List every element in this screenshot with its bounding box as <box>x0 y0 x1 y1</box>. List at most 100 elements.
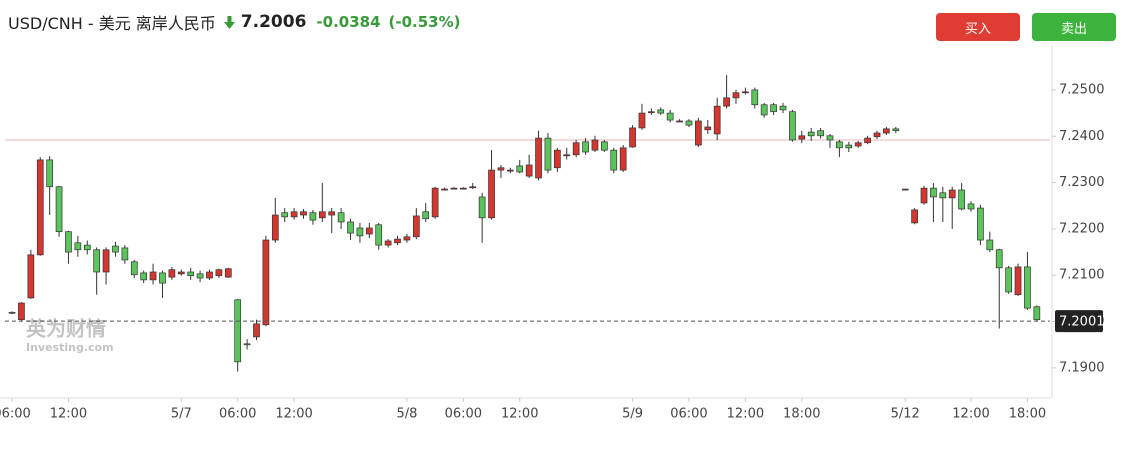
candle-body <box>845 144 853 149</box>
x-tick-label: 12:00 <box>275 407 312 422</box>
candle-body <box>375 224 383 246</box>
x-tick-label: 06:00 <box>670 407 707 422</box>
candle-body <box>93 249 101 273</box>
candle-body <box>74 242 82 251</box>
candle-body <box>403 236 411 241</box>
y-tick-label: 7.2400 <box>1059 129 1105 144</box>
candle-body <box>873 132 881 138</box>
candle-body <box>243 343 251 346</box>
candle-body <box>713 105 721 135</box>
candle-body <box>704 126 712 131</box>
x-tick-label: 5/8 <box>396 407 417 422</box>
candle-body <box>112 245 119 253</box>
candle-body <box>102 249 110 273</box>
price: 7.2006 <box>240 12 307 32</box>
candle-body <box>798 135 806 140</box>
candle-body <box>450 187 458 190</box>
candle-body <box>1005 267 1012 293</box>
candle-body <box>130 261 138 276</box>
candle-body <box>159 272 166 284</box>
title: USD/CNH - 美元 离岸人民币 <box>8 14 216 33</box>
candle-body <box>948 189 956 199</box>
candle-body <box>168 269 176 278</box>
candle-body <box>544 137 552 171</box>
candle-body <box>309 212 317 221</box>
x-tick-label: 5/12 <box>891 407 920 422</box>
candle-body <box>215 269 223 277</box>
candle-body <box>234 299 242 363</box>
candle-body <box>666 112 674 121</box>
watermark-en: Investing.com <box>26 341 114 354</box>
header: USD/CNH - 美元 离岸人民币 7.2006 -0.0384 (-0.53… <box>8 9 469 35</box>
x-tick-label: 18:00 <box>1009 407 1046 422</box>
x-tick-label: 5/7 <box>171 407 192 422</box>
candle-body <box>619 147 627 171</box>
candle-body <box>695 120 702 146</box>
candle-body <box>281 212 289 218</box>
candle-body <box>431 187 439 218</box>
x-tick-label: 12:00 <box>727 407 764 422</box>
candle-body <box>958 189 965 210</box>
candle-body <box>394 238 401 244</box>
x-tick-label: 12:00 <box>501 407 538 422</box>
candle-body <box>601 141 608 151</box>
candle-body <box>422 211 430 220</box>
candle-body <box>497 167 505 171</box>
candle-body <box>365 227 373 235</box>
candle-body <box>751 89 759 106</box>
candle-body <box>224 268 232 278</box>
candle-body <box>384 240 392 246</box>
last-price-box <box>1055 310 1103 333</box>
change-pct: (-0.53%) <box>388 13 461 31</box>
watermark-cn: 英为财情 <box>26 317 106 341</box>
candle-body <box>525 164 533 177</box>
candle-body <box>582 141 589 153</box>
candle-body <box>177 271 185 275</box>
x-tick-label: 06:00 <box>445 407 482 422</box>
candle-body <box>977 207 984 241</box>
buy-button[interactable]: 买入 <box>936 13 1020 41</box>
candle-body <box>356 227 364 237</box>
change: -0.0384 <box>316 13 381 31</box>
candle-body <box>967 203 975 210</box>
candle-body <box>883 128 890 134</box>
y-tick-label: 7.2200 <box>1059 221 1105 236</box>
candle-body <box>939 192 947 199</box>
candle-body <box>535 137 542 179</box>
candle-body <box>271 214 279 241</box>
candle-body <box>459 187 467 190</box>
candle-body <box>864 137 871 144</box>
candle-body <box>901 188 909 191</box>
candle-body <box>506 169 514 172</box>
candle-body <box>140 272 148 281</box>
candle-body <box>723 97 730 107</box>
x-tick-label: 06:00 <box>0 407 31 422</box>
candle-body <box>638 112 646 129</box>
candle-body <box>318 211 326 219</box>
candle-body <box>8 311 16 314</box>
candle-body <box>629 127 636 148</box>
candle-body <box>826 135 834 141</box>
candle-body <box>488 169 495 219</box>
candle-body <box>27 254 35 299</box>
candle-body <box>554 149 561 169</box>
candle-body <box>516 165 524 173</box>
candle-body <box>836 141 843 149</box>
x-tick-label: 12:00 <box>952 407 989 422</box>
candle-body <box>854 142 862 147</box>
y-tick-label: 7.2300 <box>1059 175 1105 190</box>
y-tick-label: 7.2500 <box>1059 82 1105 97</box>
candle-body <box>685 120 693 126</box>
candle-body <box>770 104 777 113</box>
candle-body <box>789 111 796 141</box>
candle-body <box>290 211 298 218</box>
candle-body <box>676 120 683 123</box>
candle-body <box>121 247 129 261</box>
candle-body <box>563 154 571 157</box>
y-tick-label: 7.1900 <box>1059 360 1105 375</box>
candle-body <box>328 211 336 216</box>
sell-button[interactable]: 卖出 <box>1032 13 1116 41</box>
candle-body <box>469 186 477 189</box>
candle-body <box>65 231 72 253</box>
